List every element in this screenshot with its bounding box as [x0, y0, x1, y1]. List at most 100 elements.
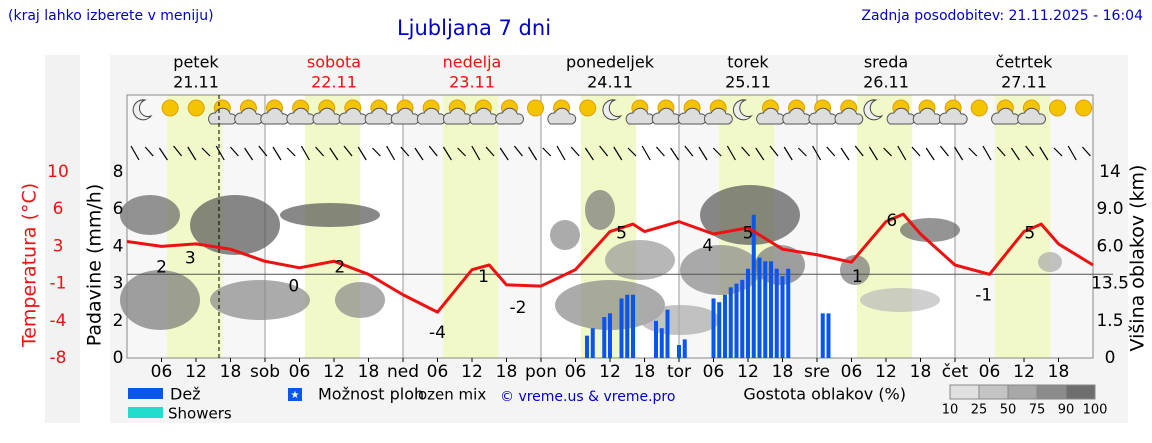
wind-barb: [698, 146, 708, 161]
wind-barb: [258, 145, 268, 157]
cloud-shade: [585, 190, 615, 230]
sun-icon: [161, 99, 179, 117]
wind-barb: [556, 145, 566, 161]
temp-tick-label: -4: [50, 311, 67, 331]
density-tick: 10: [942, 403, 959, 418]
x-tick-label: 06: [427, 362, 449, 382]
cloud-shade: [605, 240, 675, 280]
temp-annotation: -1: [975, 286, 992, 306]
temp-tick-label: -1: [50, 274, 67, 294]
updated: Zadnja posodobitev: 21.11.2025 - 16:04: [861, 8, 1143, 24]
x-tick-label: 06: [289, 362, 311, 382]
legend-label: Dež: [170, 385, 201, 404]
precip-bar: [619, 298, 624, 358]
precip-bar: [682, 339, 687, 358]
wind-barb: [272, 146, 282, 161]
x-tick-label: ned: [387, 362, 419, 382]
day-name: sobota: [307, 53, 361, 72]
x-tick-label: 18: [772, 362, 794, 382]
precip-bar: [820, 313, 825, 358]
day-date: 22.11: [311, 73, 357, 92]
x-tick-label: 12: [1013, 362, 1035, 382]
y-tick-label: 0: [113, 348, 124, 368]
wind-barb: [300, 145, 310, 161]
wind-barb: [840, 147, 850, 161]
cloud-shade: [190, 195, 280, 255]
day-date: 23.11: [449, 73, 495, 92]
density-tick: 75: [1029, 403, 1046, 418]
legend-swatch: [288, 388, 302, 401]
temp-annotation: -2: [510, 298, 527, 318]
wind-barb: [826, 146, 836, 157]
temp-annotation: 6: [886, 211, 897, 231]
density-label: Gostota oblakov (%): [743, 385, 906, 404]
wind-barb: [641, 145, 651, 161]
wind-barb: [329, 147, 339, 161]
y2-tick-label: 14: [1099, 162, 1121, 182]
day-date: 21.11: [173, 73, 219, 92]
day-name: nedelja: [443, 53, 502, 72]
y2-tick-label: 0: [1105, 348, 1116, 368]
cloud-shade: [120, 270, 200, 330]
density-swatch: [949, 384, 980, 400]
precip-bar: [734, 283, 739, 358]
wind-barb: [883, 147, 893, 157]
wind-barb: [400, 146, 410, 157]
legend-swatch: [128, 407, 163, 418]
y2-tick-label: 1.5: [1096, 311, 1123, 331]
temp-annotation: 5: [1024, 224, 1035, 244]
temp-annotation: 1: [852, 267, 863, 287]
precip-bar: [625, 294, 630, 358]
density-tick: 50: [1000, 403, 1017, 418]
subtitle: (kraj lahko izberete v meniju): [8, 8, 214, 24]
x-tick-label: pon: [525, 362, 557, 382]
precip-bar: [665, 309, 670, 358]
daylight-band: [995, 95, 1051, 358]
density-swatch: [1007, 384, 1038, 400]
wind-barb: [513, 145, 523, 157]
x-tick-label: 06: [841, 362, 863, 382]
wind-barb: [201, 147, 211, 157]
precip-bar: [826, 313, 831, 358]
precip-bar: [677, 344, 681, 358]
wind-barb: [386, 145, 396, 161]
x-tick-label: 18: [220, 362, 242, 382]
wind-barb: [315, 146, 325, 157]
precip-bar: [717, 302, 722, 358]
wind-barb: [670, 147, 680, 161]
precip-bar: [728, 287, 733, 358]
day-name: sreda: [864, 53, 908, 72]
cloud-shade: [1038, 252, 1062, 272]
y-tick-label: 6: [113, 199, 124, 219]
density-swatch: [978, 384, 1009, 400]
cloud-shade: [860, 288, 940, 312]
temperature-line: [126, 212, 1094, 314]
x-tick-label: 18: [358, 362, 380, 382]
x-tick-label: čet: [942, 362, 969, 382]
day-name: ponedeljek: [566, 53, 655, 72]
precip-bar: [654, 320, 658, 358]
day-date: 27.11: [1001, 73, 1047, 92]
x-tick-label: 18: [496, 362, 518, 382]
cloud-icon: [495, 107, 524, 125]
cloud-shade: [700, 185, 800, 245]
legend-label: ozen mix: [418, 386, 486, 404]
day-date: 26.11: [863, 73, 909, 92]
cloud-shade: [550, 220, 580, 250]
precip-bar: [631, 294, 635, 358]
temp-annotation: 2: [156, 258, 167, 278]
wind-barb: [1039, 146, 1049, 161]
moon-icon: [732, 99, 753, 121]
precip-bar: [740, 279, 745, 358]
sun-icon: [1075, 99, 1093, 117]
cloud-shade: [280, 203, 380, 227]
temp-annotation: 0: [288, 276, 299, 296]
wind-barb: [1081, 146, 1091, 157]
wind-barb: [215, 145, 225, 161]
cloud-icon: [703, 107, 733, 125]
density-swatch: [1036, 384, 1067, 400]
wind-barb: [925, 147, 935, 161]
wind-barb: [954, 146, 964, 161]
temp-annotation: 5: [743, 224, 754, 244]
